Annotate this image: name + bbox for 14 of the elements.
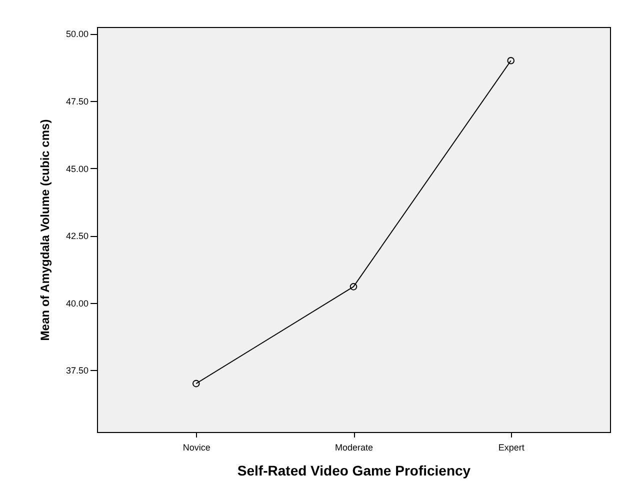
y-axis-title: Mean of Amygdala Volume (cubic cms) bbox=[38, 119, 52, 341]
y-tick-label: 37.50 bbox=[66, 366, 88, 376]
y-tick-label: 45.00 bbox=[66, 164, 88, 174]
y-tick-label: 50.00 bbox=[66, 29, 88, 40]
point bbox=[192, 380, 200, 388]
x-tick-label: Expert bbox=[498, 442, 525, 452]
x-tick-label: Moderate bbox=[334, 442, 374, 452]
y-tick-label: 40.00 bbox=[66, 298, 88, 308]
x-tick-label: Novice bbox=[182, 442, 210, 452]
y-tick-label: 47.50 bbox=[66, 96, 88, 107]
point bbox=[507, 56, 515, 64]
x-axis-title: Self-Rated Video Game Proficiency bbox=[237, 462, 471, 478]
y-tick-label: 42.50 bbox=[66, 231, 88, 242]
point bbox=[350, 283, 358, 290]
